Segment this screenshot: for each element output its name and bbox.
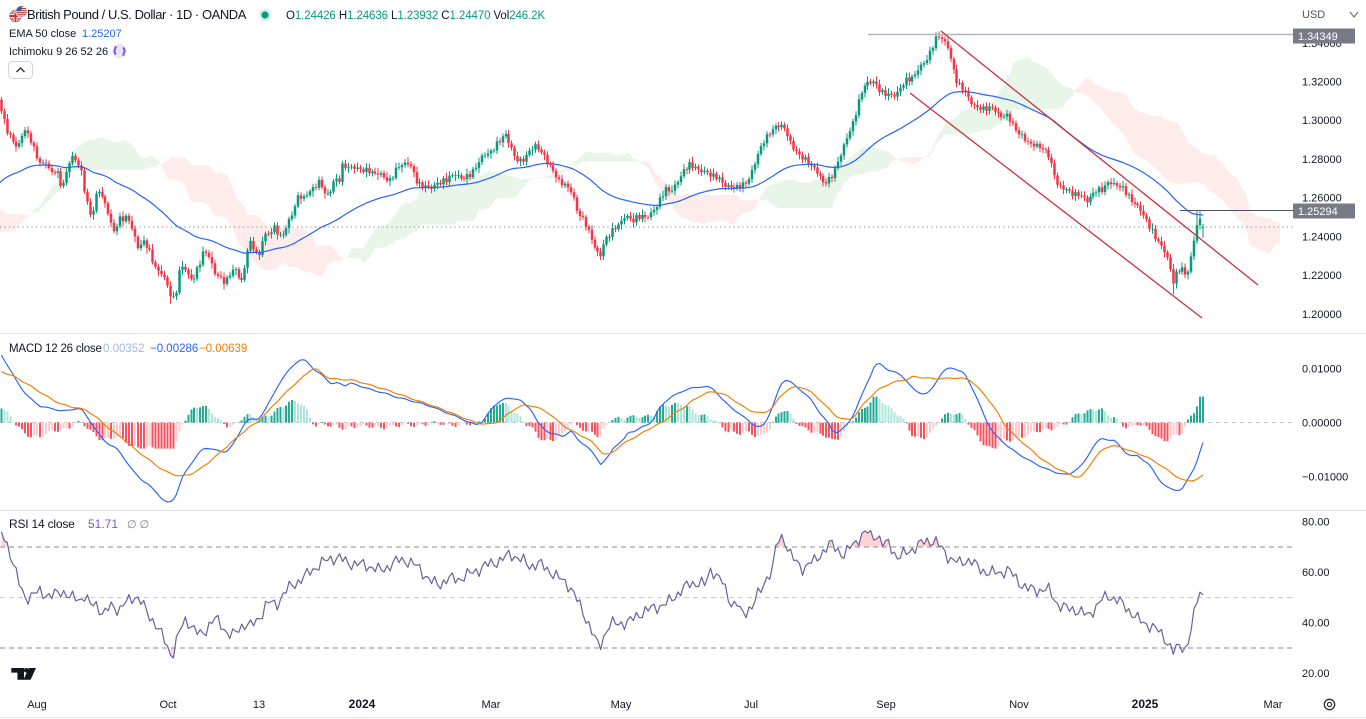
svg-text:Oct: Oct <box>159 699 176 711</box>
svg-text:Aug: Aug <box>27 699 47 711</box>
svg-text:2025: 2025 <box>1132 697 1159 711</box>
svg-text:40.00: 40.00 <box>1302 617 1330 629</box>
svg-text:RSI 14 close: RSI 14 close <box>9 517 75 531</box>
svg-text:Sep: Sep <box>876 699 896 711</box>
svg-text:51.71: 51.71 <box>88 517 118 531</box>
svg-text:1.34349: 1.34349 <box>1298 31 1338 43</box>
svg-text:Ichimoku 9 26 52 26: Ichimoku 9 26 52 26 <box>9 46 108 58</box>
svg-text:0.00000: 0.00000 <box>1302 418 1342 430</box>
svg-text:MACD 12 26 close: MACD 12 26 close <box>9 343 102 355</box>
svg-text:∅ ∅: ∅ ∅ <box>127 519 149 531</box>
svg-text:EMA 50 close: EMA 50 close <box>9 28 76 40</box>
svg-text:1.25294: 1.25294 <box>1298 206 1338 218</box>
svg-text:USD: USD <box>1302 9 1325 21</box>
svg-text:1.25207: 1.25207 <box>82 28 122 40</box>
svg-text:2024: 2024 <box>349 697 376 711</box>
svg-text:0.01000: 0.01000 <box>1302 364 1342 376</box>
svg-text:Nov: Nov <box>1009 699 1029 711</box>
svg-text:1.28000: 1.28000 <box>1302 154 1342 166</box>
svg-text:Jul: Jul <box>744 699 758 711</box>
svg-text:80.00: 80.00 <box>1302 516 1330 528</box>
svg-text:Mar: Mar <box>1264 699 1283 711</box>
svg-text:1.32000: 1.32000 <box>1302 76 1342 88</box>
svg-text:May: May <box>611 699 632 711</box>
svg-text:1.26000: 1.26000 <box>1302 193 1342 205</box>
svg-text:O1.24426 H1.24636 L1.23932 C1.: O1.24426 H1.24636 L1.23932 C1.24470 Vol2… <box>286 10 545 22</box>
svg-text:Mar: Mar <box>482 699 501 711</box>
svg-text:British Pound / U.S. Dollar ·: British Pound / U.S. Dollar · 1D · OANDA <box>27 7 247 22</box>
svg-text:60.00: 60.00 <box>1302 567 1330 579</box>
svg-text:−0.01000: −0.01000 <box>1302 472 1348 484</box>
svg-text:1.20000: 1.20000 <box>1302 309 1342 321</box>
svg-text:1.22000: 1.22000 <box>1302 270 1342 282</box>
svg-text:1.24000: 1.24000 <box>1302 231 1342 243</box>
svg-text:20.00: 20.00 <box>1302 668 1330 680</box>
svg-text:0.00352−0.00286−0.00639: 0.00352 −0.00286−0.00639 <box>103 343 247 355</box>
svg-text:13: 13 <box>253 699 265 711</box>
svg-text:1.30000: 1.30000 <box>1302 115 1342 127</box>
